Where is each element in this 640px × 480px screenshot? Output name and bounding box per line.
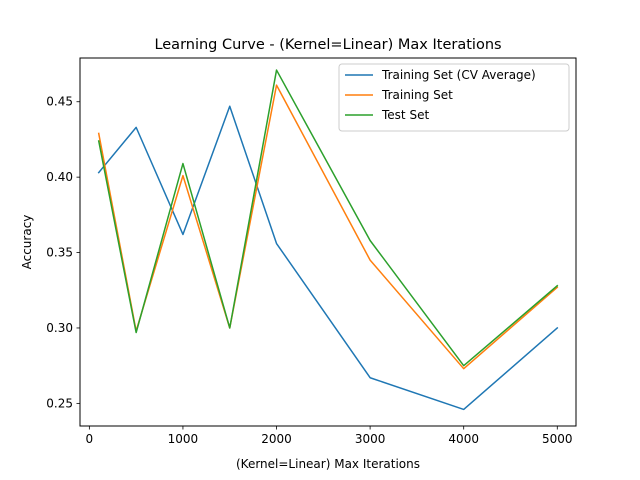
series-line-0 xyxy=(97,105,559,411)
x-tick-label: 2000 xyxy=(261,432,292,446)
x-axis-title: (Kernel=Linear) Max Iterations xyxy=(236,457,420,471)
y-tick-label: 0.35 xyxy=(46,246,73,260)
x-tick-label: 4000 xyxy=(448,432,479,446)
legend-box xyxy=(338,63,570,132)
y-tick-label: 0.40 xyxy=(46,170,73,184)
y-tick-label: 0.25 xyxy=(46,396,73,410)
x-axis-ticks: 0 1000 2000 3000 4000 5000 xyxy=(86,426,573,446)
series-line-2 xyxy=(97,69,559,367)
plot-frame xyxy=(79,57,577,427)
legend-label-2: Test Set xyxy=(381,108,429,122)
x-tick-label: 1000 xyxy=(168,432,199,446)
legend-label-0: Training Set (CV Average) xyxy=(381,68,536,82)
chart-title: Learning Curve - (Kernel=Linear) Max Ite… xyxy=(154,37,501,53)
series-layer xyxy=(97,69,559,411)
x-tick-label: 3000 xyxy=(355,432,386,446)
legend: Training Set (CV Average) Training Set Tes… xyxy=(338,63,570,132)
x-tick-label: 5000 xyxy=(542,432,573,446)
y-axis-title: Accuracy xyxy=(20,215,34,270)
y-tick-label: 0.45 xyxy=(46,95,73,109)
y-axis-ticks: 0.25 0.30 0.35 0.40 0.45 xyxy=(46,95,80,410)
y-tick-label: 0.30 xyxy=(46,321,73,335)
legend-label-1: Training Set xyxy=(381,88,453,102)
x-tick-label: 0 xyxy=(86,432,94,446)
